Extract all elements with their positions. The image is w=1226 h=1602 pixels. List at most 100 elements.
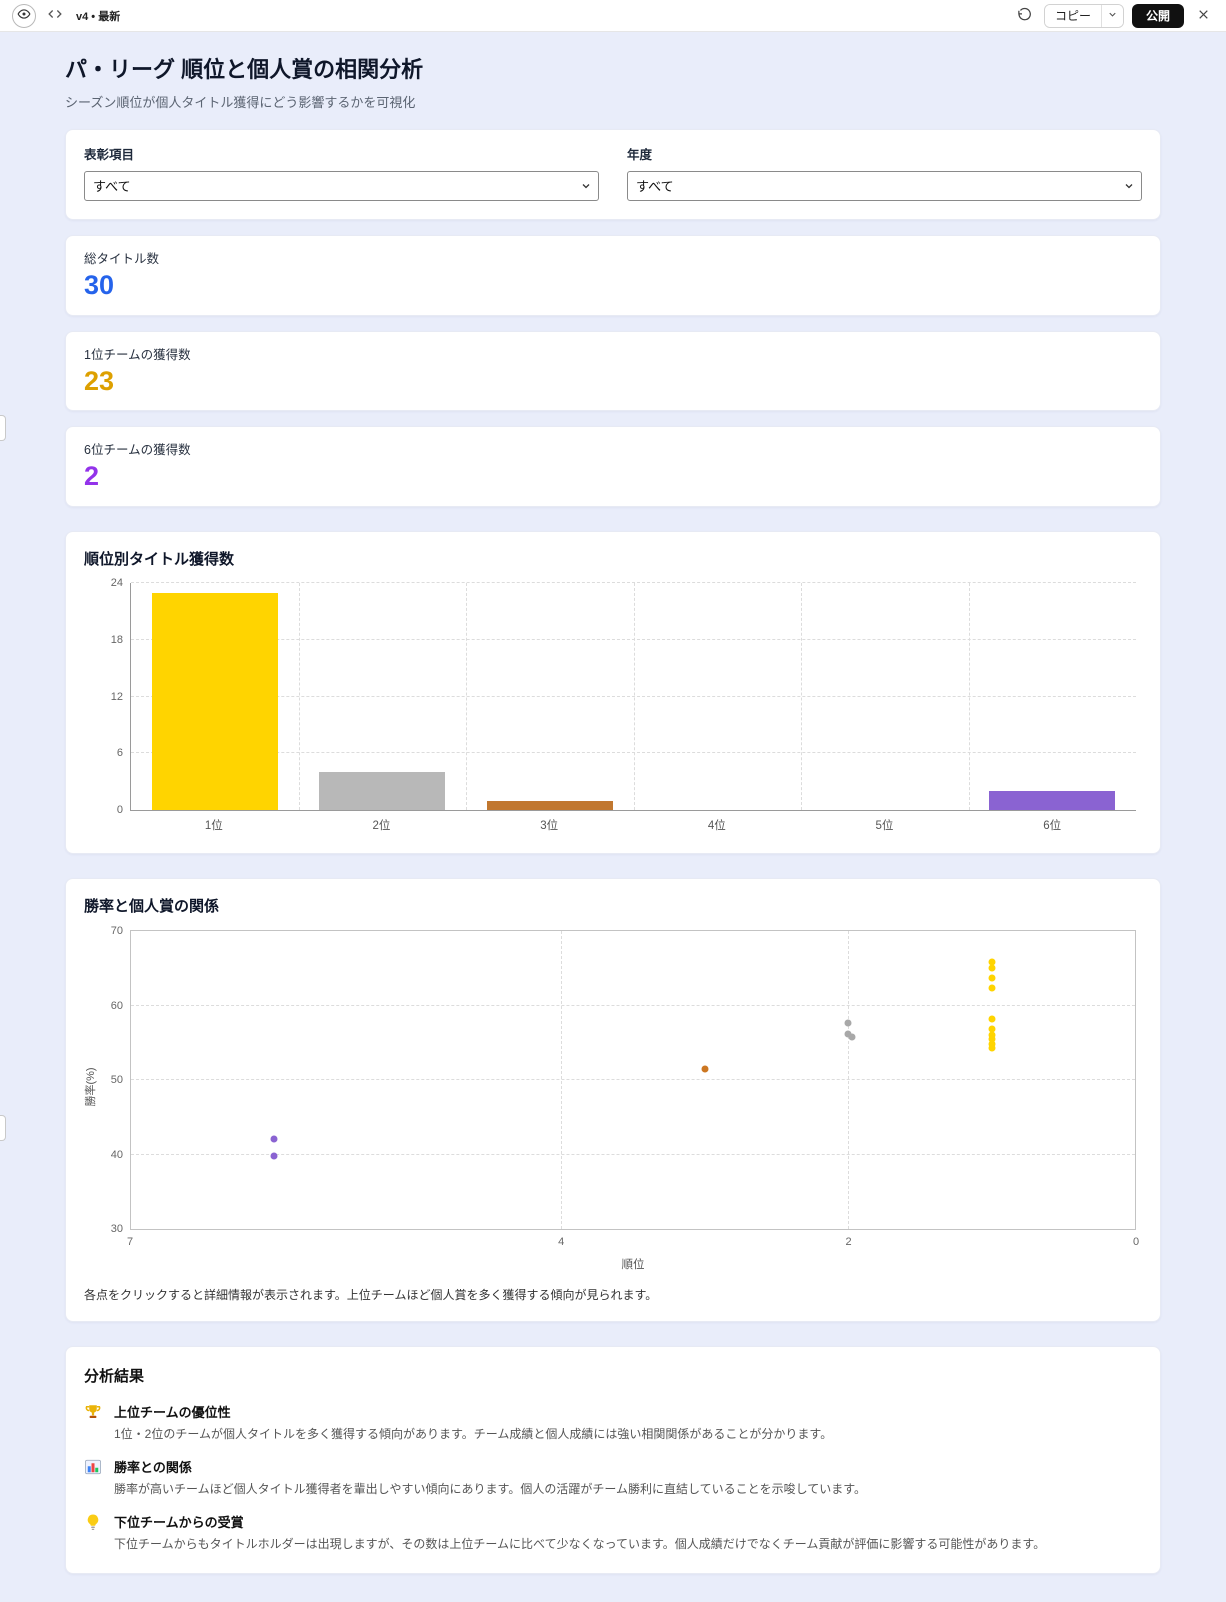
bar-gridline [801, 583, 802, 811]
stat-label: 1位チームの獲得数 [84, 347, 191, 362]
eye-icon [17, 7, 31, 24]
scatter-point[interactable] [270, 1152, 278, 1160]
scatter-point[interactable] [988, 958, 996, 966]
bar-xtick-label: 2位 [372, 820, 391, 833]
scatter-xtick-label: 7 [126, 1236, 134, 1249]
bar-ytick-label: 12 [110, 690, 123, 703]
scatter-gridline [131, 1079, 1135, 1081]
scatter-ytick-label: 40 [110, 1148, 123, 1161]
scatter-xtick-label: 0 [1132, 1236, 1140, 1249]
bar-gridline [968, 583, 970, 811]
scatter-point[interactable] [844, 1030, 852, 1038]
analysis-text: 勝率が高いチームほど個人タイトル獲得者を輩出しやすい傾向にあります。個人の活躍が… [114, 1482, 867, 1497]
scatter-plot: 30 40 50 60 70 [111, 925, 1136, 1235]
page-subtitle: シーズン順位が個人タイトル獲得にどう影響するかを可視化 [65, 95, 416, 110]
bar-plot: 0 6 12 18 24 [111, 577, 1136, 816]
copy-dropdown-button[interactable] [1100, 4, 1123, 27]
bar-chart-card: 順位別タイトル獲得数 0 6 12 18 24 1位 2位 3位 4位 5位 6位 [65, 531, 1161, 855]
scatter-point[interactable] [988, 1015, 996, 1023]
bar-xtick-label: 4位 [707, 820, 726, 833]
bar-chart-title: 順位別タイトル獲得数 [84, 551, 235, 569]
preview-eye-button[interactable] [12, 3, 36, 28]
refresh-icon [1017, 7, 1032, 25]
publish-button[interactable]: 公開 [1131, 3, 1184, 28]
year-filter-select[interactable]: すべて [627, 171, 1142, 201]
award-filter: 表彰項目 すべて [84, 144, 599, 201]
copy-split-button: コピー [1043, 3, 1124, 28]
scatter-point[interactable] [988, 1040, 996, 1048]
scatter-point[interactable] [701, 1065, 709, 1073]
bar-gridline [298, 583, 300, 811]
analysis-heading: 勝率との関係 [114, 1460, 192, 1476]
scatter-ytick-label: 70 [110, 925, 123, 938]
panel-resize-handle[interactable] [0, 415, 6, 441]
scatter-point[interactable] [988, 964, 996, 972]
stat-card-total-titles: 総タイトル数 30 [65, 235, 1161, 316]
bar-ytick-label: 18 [110, 633, 123, 646]
scatter-point[interactable] [844, 1019, 852, 1027]
analysis-text: 1位・2位のチームが個人タイトルを多く獲得する傾向があります。チーム成績と個人成… [114, 1427, 833, 1442]
scatter-point[interactable] [988, 1044, 996, 1052]
lightbulb-icon [84, 1512, 104, 1553]
analysis-title: 分析結果 [84, 1368, 145, 1386]
stat-card-first-place: 1位チームの獲得数 23 [65, 330, 1161, 412]
scatter-gridline [131, 1004, 1135, 1006]
analysis-card: 分析結果 上位チームの優位性 1位・2位のチームが個人タイトルを多く獲得する傾向… [65, 1346, 1161, 1575]
close-icon [1197, 8, 1210, 24]
scatter-point[interactable] [848, 1033, 856, 1041]
year-filter: 年度 すべて [627, 144, 1142, 201]
scatter-ytick-label: 30 [110, 1223, 123, 1236]
analysis-heading: 下位チームからの受賞 [114, 1515, 244, 1531]
scatter-point[interactable] [988, 984, 996, 992]
scatter-point[interactable] [988, 1031, 996, 1039]
scatter-xaxis-label: 順位 [621, 1259, 645, 1272]
refresh-button[interactable] [1014, 5, 1036, 27]
bar[interactable] [486, 800, 613, 811]
award-filter-label: 表彰項目 [84, 148, 135, 162]
bar-xtick-label: 3位 [540, 820, 559, 833]
scatter-point[interactable] [988, 974, 996, 982]
stat-value: 30 [84, 270, 115, 300]
panel-resize-handle[interactable] [0, 1115, 6, 1141]
award-filter-select[interactable]: すべて [84, 171, 599, 201]
stat-label: 6位チームの獲得数 [84, 443, 191, 458]
bar[interactable] [319, 772, 446, 811]
close-button[interactable] [1192, 5, 1214, 27]
stat-value: 23 [84, 365, 115, 396]
year-filter-label: 年度 [627, 148, 653, 162]
scatter-caption: 各点をクリックすると詳細情報が表示されます。上位チームほど個人賞を多く獲得する傾… [84, 1288, 658, 1303]
bar-gridline [466, 583, 467, 811]
analysis-heading: 上位チームの優位性 [114, 1405, 231, 1421]
analysis-item-lower-teams: 下位チームからの受賞 下位チームからもタイトルホルダーは出現しますが、その数は上… [84, 1512, 1142, 1553]
page-title: パ・リーグ 順位と個人賞の相関分析 [65, 57, 424, 82]
scatter-point[interactable] [270, 1135, 278, 1143]
bar-xtick-label: 6位 [1043, 820, 1062, 833]
scatter-point[interactable] [988, 1025, 996, 1033]
bar-chart-icon [84, 1457, 104, 1498]
scatter-ytick-label: 60 [110, 999, 123, 1012]
scatter-point[interactable] [988, 1035, 996, 1043]
bar-xtick-label: 5位 [875, 820, 894, 833]
scatter-xtick-label: 2 [845, 1236, 852, 1249]
scatter-gridline [561, 931, 563, 1230]
analysis-item-top-teams: 上位チームの優位性 1位・2位のチームが個人タイトルを多く獲得する傾向があります… [84, 1402, 1142, 1443]
bar-ytick-label: 0 [116, 804, 123, 817]
bar-gridline [131, 582, 1136, 584]
scatter-ytick-label: 50 [110, 1074, 123, 1087]
copy-button[interactable]: コピー [1044, 4, 1101, 27]
bar-gridline [633, 583, 635, 811]
code-view-button[interactable] [44, 5, 66, 27]
stat-label: 総タイトル数 [84, 252, 160, 266]
scatter-chart-title: 勝率と個人賞の関係 [84, 898, 220, 916]
code-icon [48, 7, 62, 24]
bar[interactable] [989, 791, 1116, 811]
topbar: v4 • 最新 コピー 公開 [0, 0, 1226, 32]
stat-value: 2 [84, 461, 100, 492]
bar-xtick-label: 1位 [204, 820, 223, 833]
scatter-gridline [131, 1153, 1135, 1155]
stat-card-sixth-place: 6位チームの獲得数 2 [65, 426, 1161, 508]
trophy-icon [84, 1402, 104, 1443]
bar-ytick-label: 6 [116, 747, 123, 760]
bar[interactable] [151, 592, 278, 811]
